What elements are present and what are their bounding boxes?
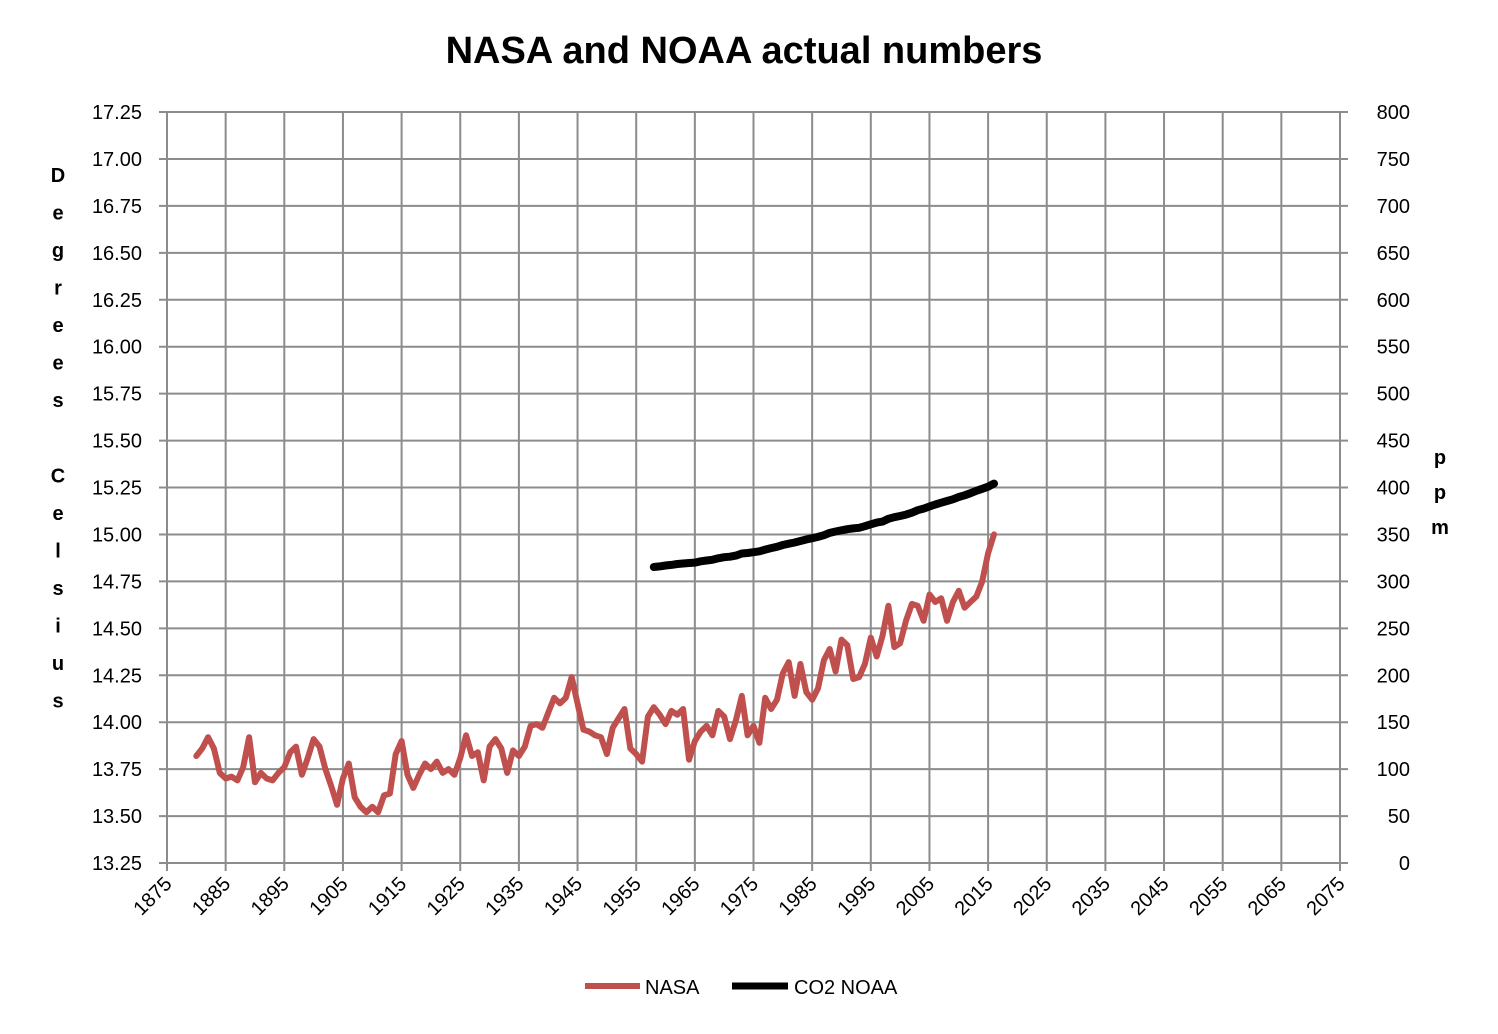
x-tick-label: 2075 <box>1303 873 1350 920</box>
x-tick-labels: 1875 1885 1895 1905 1915 1925 1935 1945 1955 1965… <box>130 873 1350 920</box>
y-right-tick-label: 800 <box>1377 102 1410 124</box>
x-tick-label: 2045 <box>1127 873 1174 920</box>
x-tick-label: 2065 <box>1244 873 1291 920</box>
y-left-label-letter: g <box>52 240 64 262</box>
y-right-label-letter: p <box>1434 482 1446 504</box>
y-right-tick-label: 600 <box>1377 290 1410 312</box>
y-left-tick-label: 15.00 <box>92 524 142 546</box>
y-left-tick-label: 17.25 <box>92 102 142 124</box>
y-left-tick-label: 16.00 <box>92 337 142 359</box>
y-left-tick-label: 14.75 <box>92 571 142 593</box>
y-left-tick-label: 14.00 <box>92 712 142 734</box>
x-tick-label: 1935 <box>481 873 528 920</box>
chart-title: NASA and NOAA actual numbers <box>446 30 1043 72</box>
x-tick-label: 1885 <box>188 873 235 920</box>
y-left-tick-label: 14.50 <box>92 618 142 640</box>
y-right-tick-labels: 0 50 100 150 200 250 300 350 400 450 500 550 600 650 7… <box>1377 102 1410 875</box>
y-left-label-letter: s <box>52 578 63 600</box>
x-tick-label: 2005 <box>892 873 939 920</box>
y-right-tick-label: 0 <box>1399 853 1410 875</box>
x-tick-label: 1985 <box>775 873 822 920</box>
grid-lines <box>159 111 1348 871</box>
y-right-label-letter: m <box>1431 517 1449 539</box>
x-tick-label: 1925 <box>423 873 470 920</box>
y-left-tick-label: 15.25 <box>92 478 142 500</box>
y-right-tick-label: 250 <box>1377 618 1410 640</box>
y-left-label-letter: D <box>51 165 65 187</box>
y-right-tick-label: 100 <box>1377 759 1410 781</box>
x-tick-label: 1895 <box>247 873 294 920</box>
x-tick-label: 2055 <box>1185 873 1232 920</box>
y-right-tick-label: 500 <box>1377 384 1410 406</box>
y-right-tick-label: 750 <box>1377 149 1410 171</box>
y-left-label-letter: s <box>52 390 63 412</box>
y-left-tick-label: 16.25 <box>92 290 142 312</box>
y-left-tick-label: 17.00 <box>92 149 142 171</box>
x-tick-label: 1975 <box>716 873 763 920</box>
y-right-tick-label: 150 <box>1377 712 1410 734</box>
y-right-tick-label: 300 <box>1377 571 1410 593</box>
y-left-tick-label: 13.25 <box>92 853 142 875</box>
y-left-label-letter: u <box>52 653 64 675</box>
legend-label: CO2 NOAA <box>794 977 898 999</box>
y-right-tick-label: 400 <box>1377 478 1410 500</box>
y-left-label-letter: i <box>55 616 61 638</box>
x-tick-label: 1955 <box>599 873 646 920</box>
x-tick-label: 2035 <box>1068 873 1115 920</box>
x-tick-label: 1965 <box>657 873 704 920</box>
y-left-tick-labels: 13.25 13.50 13.75 14.00 14.25 14.50 14.75 15.00… <box>92 102 142 875</box>
y-right-tick-label: 200 <box>1377 665 1410 687</box>
y-left-label-letter: e <box>52 503 63 525</box>
x-tick-label: 1945 <box>540 873 587 920</box>
y-right-axis-label: ppm <box>1431 447 1449 539</box>
series-line-nasa <box>193 531 997 816</box>
y-right-tick-label: 700 <box>1377 196 1410 218</box>
x-tick-label: 1875 <box>130 873 177 920</box>
y-left-label-letter: e <box>52 353 63 375</box>
y-right-label-letter: p <box>1434 447 1446 469</box>
legend: NASA CO2 NOAA <box>585 977 898 999</box>
y-right-tick-label: 650 <box>1377 243 1410 265</box>
y-right-tick-label: 450 <box>1377 431 1410 453</box>
y-left-label-letter: r <box>54 278 62 300</box>
y-left-label-letter: C <box>51 466 65 488</box>
y-left-tick-label: 14.25 <box>92 665 142 687</box>
y-left-label-letter: e <box>52 315 63 337</box>
x-tick-label: 1915 <box>364 873 411 920</box>
y-left-tick-label: 13.75 <box>92 759 142 781</box>
y-left-label-letter: l <box>55 541 61 563</box>
y-right-tick-label: 50 <box>1388 806 1410 828</box>
series-line-co2-noaa <box>649 479 998 571</box>
x-tick-label: 1905 <box>305 873 352 920</box>
x-tick-label: 2015 <box>951 873 998 920</box>
x-tick-label: 2025 <box>1009 873 1056 920</box>
y-right-tick-label: 550 <box>1377 337 1410 359</box>
x-tick-label: 1995 <box>833 873 880 920</box>
y-left-tick-label: 15.50 <box>92 431 142 453</box>
y-right-tick-label: 350 <box>1377 524 1410 546</box>
y-left-tick-label: 15.75 <box>92 384 142 406</box>
y-left-tick-label: 16.50 <box>92 243 142 265</box>
legend-label: NASA <box>645 977 700 999</box>
series-layer <box>193 479 998 816</box>
y-left-label-letter: e <box>52 203 63 225</box>
y-left-label-letter: s <box>52 691 63 713</box>
y-left-tick-label: 13.50 <box>92 806 142 828</box>
y-left-tick-label: 16.75 <box>92 196 142 218</box>
